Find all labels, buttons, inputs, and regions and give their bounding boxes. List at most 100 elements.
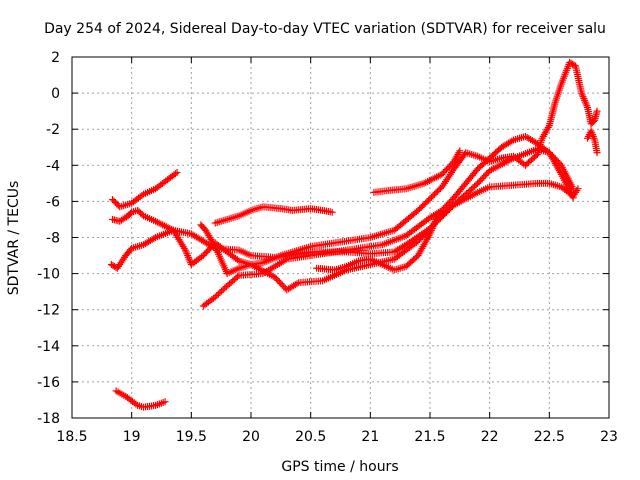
x-tick-label: 21: [361, 429, 379, 445]
data-point: [233, 256, 241, 264]
series-track-e: [197, 58, 601, 278]
y-tick-label: -10: [37, 267, 60, 283]
series-track-f: [199, 132, 577, 310]
data-point: [271, 273, 279, 281]
data-point: [202, 248, 210, 256]
data-point: [447, 197, 455, 205]
y-tick-label: -8: [46, 231, 60, 247]
data-point: [481, 171, 489, 179]
data-point: [547, 150, 555, 158]
y-tick-label: -18: [37, 411, 60, 427]
data-point: [551, 155, 559, 163]
data-point: [441, 167, 449, 175]
tick-layer: 18.5 19 19.5 20 20.5 21 21.5 22 22.5 23-18-16-14-…: [37, 50, 618, 445]
data-point: [150, 235, 158, 243]
data-point: [548, 152, 556, 160]
series-track-h: [313, 210, 446, 274]
data-point: [213, 292, 221, 300]
data-point: [569, 194, 577, 202]
data-point: [472, 181, 480, 189]
data-point: [475, 178, 483, 186]
x-tick-label: 19: [123, 429, 141, 445]
data-point: [201, 250, 209, 258]
x-tick-label: 22: [481, 429, 499, 445]
x-tick-label: 20: [242, 429, 260, 445]
data-point: [233, 273, 241, 281]
data-point: [211, 293, 219, 301]
y-tick-label: -14: [37, 339, 60, 355]
data-point: [474, 179, 482, 187]
data-point: [439, 169, 447, 177]
data-point: [478, 175, 486, 183]
data-point: [171, 170, 179, 178]
x-tick-label: 21.5: [414, 429, 445, 445]
y-tick-label: -12: [37, 303, 60, 319]
data-point: [477, 176, 485, 184]
y-tick-label: -16: [37, 375, 60, 391]
data-point: [444, 200, 452, 208]
x-axis-label: GPS time / hours: [281, 459, 398, 475]
data-point: [214, 290, 222, 298]
data-point: [277, 280, 285, 288]
data-point: [456, 147, 464, 155]
data-point: [272, 275, 280, 283]
data-point: [480, 173, 488, 181]
data-point: [204, 247, 212, 255]
data-point: [593, 107, 601, 115]
data-point: [445, 162, 453, 170]
series-track-g: [211, 203, 336, 227]
y-tick-label: -6: [46, 194, 60, 210]
y-tick-label: 0: [51, 86, 60, 102]
data-point: [438, 210, 446, 218]
series-track-d: [112, 387, 169, 411]
data-point: [216, 289, 224, 297]
series-layer: [107, 58, 601, 411]
x-tick-label: 19.5: [176, 429, 207, 445]
series-track-b: [109, 179, 582, 294]
x-tick-label: 18.5: [56, 429, 87, 445]
data-point: [442, 202, 450, 210]
x-tick-label: 20.5: [295, 429, 326, 445]
data-point: [445, 199, 453, 207]
data-point: [545, 149, 553, 157]
y-tick-label: -2: [46, 122, 60, 138]
data-point: [218, 287, 226, 295]
data-point: [328, 208, 336, 216]
series-track-a: [109, 169, 181, 211]
data-point: [280, 283, 288, 291]
data-point: [132, 400, 140, 408]
series-track-c: [107, 145, 577, 272]
data-point: [553, 157, 561, 165]
data-point: [275, 278, 283, 286]
data-point: [589, 117, 597, 125]
chart-title: Day 254 of 2024, Sidereal Day-to-day VTE…: [44, 21, 606, 37]
data-point: [550, 153, 558, 161]
data-point: [138, 191, 146, 199]
x-tick-label: 23: [600, 429, 618, 445]
data-point: [161, 398, 169, 406]
data-point: [569, 185, 577, 193]
series-track-j: [584, 127, 601, 157]
series-track-i: [370, 147, 464, 196]
data-point: [441, 203, 449, 211]
y-tick-label: -4: [46, 158, 60, 174]
data-point: [593, 149, 601, 157]
x-tick-label: 22.5: [534, 429, 565, 445]
data-point: [274, 276, 282, 284]
data-point: [278, 281, 286, 289]
data-point: [173, 169, 181, 177]
data-point: [293, 280, 301, 288]
data-point: [438, 170, 446, 178]
data-point: [436, 211, 444, 219]
data-point: [442, 166, 450, 174]
data-point: [483, 170, 491, 178]
y-axis-label: SDTVAR / TECUs: [6, 181, 22, 296]
data-point: [439, 205, 447, 213]
data-point: [447, 161, 455, 169]
y-tick-label: 2: [51, 50, 60, 66]
data-point: [554, 158, 562, 166]
data-point: [199, 252, 207, 260]
data-point: [444, 164, 452, 172]
data-point: [556, 160, 564, 168]
